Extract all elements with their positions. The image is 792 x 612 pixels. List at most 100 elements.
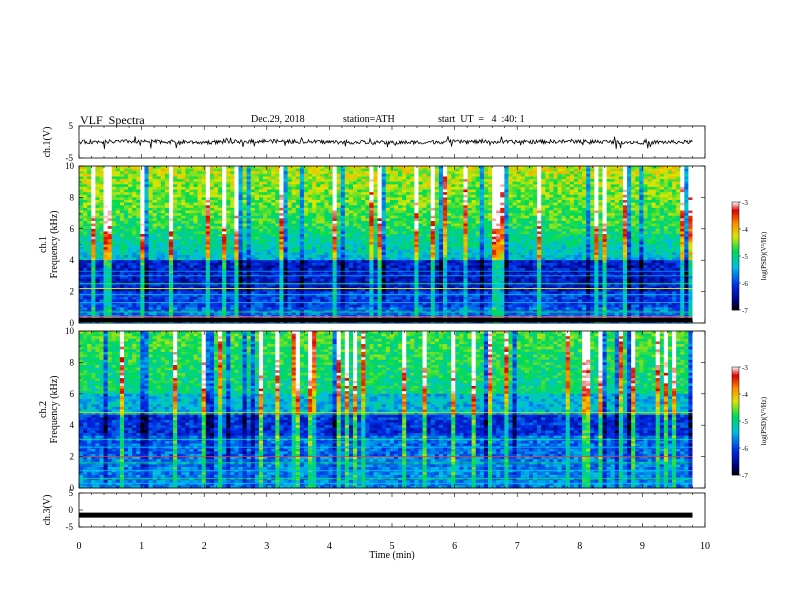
colorbar-cell bbox=[732, 408, 739, 411]
colorbar-cell bbox=[732, 297, 739, 300]
colorbar-cell bbox=[732, 288, 739, 291]
colorbar-cell bbox=[732, 308, 739, 311]
station-label: station=ATH bbox=[343, 114, 395, 125]
colorbar-cell bbox=[732, 275, 739, 278]
colorbar-cell bbox=[732, 281, 739, 284]
colorbar-cell bbox=[732, 266, 739, 269]
colorbar-cell bbox=[732, 218, 739, 221]
colorbar-cell bbox=[732, 205, 739, 208]
colorbar-cell bbox=[732, 448, 739, 451]
colorbar-cell bbox=[732, 417, 739, 420]
x-tick-label: 2 bbox=[202, 541, 207, 552]
no-data-area bbox=[692, 166, 705, 323]
colorbar-cell bbox=[732, 279, 739, 282]
colorbar-cell bbox=[732, 390, 739, 393]
colorbar-cell bbox=[732, 377, 739, 380]
colorbar-cell bbox=[732, 227, 739, 230]
colorbars: -3 -4 -5 -6 -7 log(PSD)(V²/Hz) -3 -4 -5 -6 -7 log(P… bbox=[731, 199, 768, 480]
colorbar-cell bbox=[732, 410, 739, 413]
colorbar-tick-label: -6 bbox=[742, 445, 748, 453]
x-tick-label: 8 bbox=[577, 541, 582, 552]
y-tick-label: -5 bbox=[66, 153, 74, 163]
y-tick-label: 8 bbox=[70, 357, 75, 367]
x-tick-label: 0 bbox=[77, 541, 82, 552]
colorbar-cell bbox=[732, 223, 739, 226]
colorbar-cell bbox=[732, 406, 739, 409]
colorbar-cell bbox=[732, 446, 739, 449]
colorbar-cell bbox=[732, 473, 739, 476]
y-tick-label: 5 bbox=[69, 121, 74, 131]
colorbar-cell bbox=[732, 241, 739, 244]
y-tick-label: 2 bbox=[70, 287, 75, 297]
colorbar-cell bbox=[732, 428, 739, 431]
colorbar-cell bbox=[732, 304, 739, 307]
colorbar-cell bbox=[732, 207, 739, 210]
colorbar-cell bbox=[732, 464, 739, 467]
y-axis-label: Frequency (kHz) bbox=[49, 210, 60, 278]
colorbar-cell bbox=[732, 245, 739, 248]
colorbar-cell bbox=[732, 458, 739, 461]
y-axis-label: ch.3(V) bbox=[42, 495, 53, 526]
colorbar-cell bbox=[732, 403, 739, 406]
colorbar-cell bbox=[732, 460, 739, 463]
colorbar-cell bbox=[732, 203, 739, 206]
ch1-waveform-line bbox=[78, 136, 693, 150]
colorbar-cell bbox=[732, 394, 739, 397]
x-tick-label: 4 bbox=[327, 541, 332, 552]
colorbar-cell bbox=[732, 383, 739, 386]
colorbar-cell bbox=[732, 466, 739, 469]
colorbar-cell bbox=[732, 397, 739, 400]
colorbar-cell bbox=[732, 467, 739, 470]
x-tick-label: 7 bbox=[515, 541, 520, 552]
colorbar-cell bbox=[732, 440, 739, 443]
colorbar-cell bbox=[732, 469, 739, 472]
colorbar-cell bbox=[732, 252, 739, 255]
no-data-area bbox=[692, 331, 705, 488]
date-label: Dec.29, 2018 bbox=[251, 114, 305, 125]
colorbar-cell bbox=[732, 292, 739, 295]
colorbar-cell bbox=[732, 401, 739, 404]
y-tick-label: 4 bbox=[70, 420, 75, 430]
colorbar-cell bbox=[732, 457, 739, 460]
colorbar-cell bbox=[732, 415, 739, 418]
y-tick-label: 0 bbox=[69, 505, 74, 515]
y-tick-label: 6 bbox=[70, 389, 75, 399]
colorbar-cell bbox=[732, 274, 739, 277]
colorbar-cell bbox=[732, 248, 739, 251]
colorbar-cell bbox=[732, 395, 739, 398]
x-tick-label: 5 bbox=[390, 541, 395, 552]
colorbar-tick-label: -3 bbox=[742, 364, 748, 372]
colorbar-cell bbox=[732, 299, 739, 302]
colorbar-cell bbox=[732, 283, 739, 286]
colorbar-cell bbox=[732, 388, 739, 391]
colorbar-cell bbox=[732, 433, 739, 436]
colorbar-cell bbox=[732, 243, 739, 246]
colorbar-label: log(PSD)(V²/Hz) bbox=[760, 231, 768, 280]
ch2-spectrogram bbox=[79, 331, 705, 489]
colorbar-cell bbox=[732, 376, 739, 379]
colorbar-cell bbox=[732, 214, 739, 217]
colorbar-cell bbox=[732, 257, 739, 260]
colorbar-cell bbox=[732, 392, 739, 395]
colorbar-cell bbox=[732, 225, 739, 228]
colorbar-cell bbox=[732, 426, 739, 429]
y-tick-label: 0 bbox=[70, 318, 75, 328]
colorbar-cell bbox=[732, 250, 739, 253]
colorbar-cell bbox=[732, 424, 739, 427]
colorbar-cell bbox=[732, 419, 739, 422]
colorbar-tick-label: -4 bbox=[742, 391, 748, 399]
colorbar-cell bbox=[732, 437, 739, 440]
y-tick-label: 10 bbox=[65, 161, 75, 171]
colorbar-cell bbox=[732, 431, 739, 434]
colorbar-cell bbox=[732, 221, 739, 224]
colorbar-cell bbox=[732, 404, 739, 407]
colorbar-cell bbox=[732, 236, 739, 239]
colorbar-cell bbox=[732, 202, 739, 205]
colorbar-cell bbox=[732, 290, 739, 293]
colorbar-tick-label: -5 bbox=[742, 418, 748, 426]
colorbar-cell bbox=[732, 220, 739, 223]
colorbar-cell bbox=[732, 370, 739, 373]
y-axis-label: Frequency (kHz) bbox=[49, 375, 60, 443]
colorbar-cell bbox=[732, 272, 739, 275]
x-axis-label: Time (min) bbox=[369, 550, 414, 561]
